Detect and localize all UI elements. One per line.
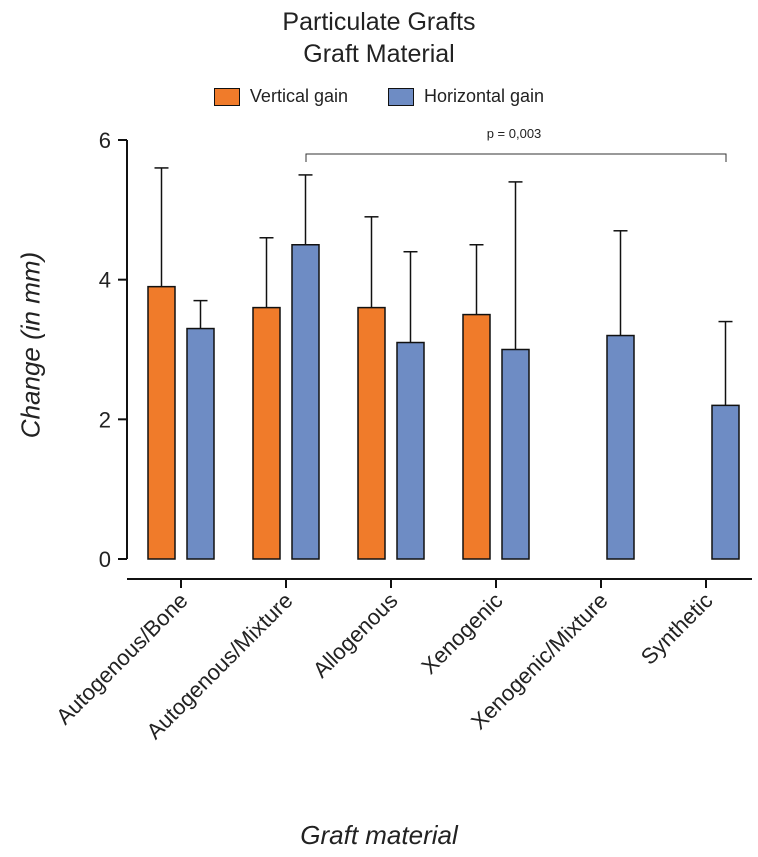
y-axis-label: Change (in mm) [15, 251, 46, 439]
bar [501, 348, 530, 560]
legend-swatch-vertical [213, 87, 240, 106]
legend-item-vertical: Vertical gain [213, 86, 348, 107]
bar [462, 313, 491, 560]
bar [186, 327, 215, 560]
y-tick-label: 0 [99, 547, 111, 572]
x-tick-label: Synthetic [636, 588, 718, 670]
bar [357, 306, 386, 560]
bar [606, 334, 635, 560]
bar [291, 244, 320, 560]
chart-legend: Vertical gain Horizontal gain [0, 86, 758, 107]
significance-label: p = 0,003 [487, 126, 542, 141]
legend-label-horizontal: Horizontal gain [423, 86, 545, 106]
bar [147, 285, 176, 560]
legend-swatch-horizontal [387, 87, 414, 106]
bar [711, 404, 740, 560]
legend-label-vertical: Vertical gain [249, 86, 348, 106]
chart-subtitle: Graft Material [303, 40, 455, 68]
chart-title: Particulate Grafts [282, 8, 476, 36]
y-tick-label: 4 [99, 268, 111, 293]
legend-item-horizontal: Horizontal gain [387, 86, 545, 107]
bar [252, 306, 281, 560]
x-axis-label: Graft material [300, 820, 458, 850]
x-tick-label: Xenogenic [416, 588, 507, 679]
bar [396, 341, 425, 560]
chart-title-block: Particulate Grafts Graft Material [0, 6, 758, 70]
x-tick-label: Allogenous [308, 588, 403, 683]
y-tick-label: 6 [99, 128, 111, 153]
y-tick-label: 2 [99, 407, 111, 432]
significance-bracket [305, 153, 727, 162]
